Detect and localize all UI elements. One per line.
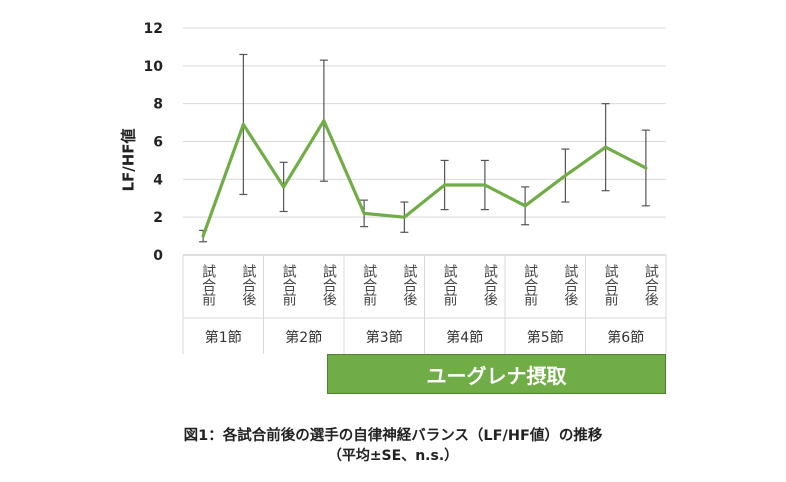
data-point bbox=[604, 145, 608, 149]
data-point bbox=[563, 173, 567, 178]
y-tick-label: 4 bbox=[153, 172, 163, 188]
group-label: 第2節 bbox=[285, 329, 322, 346]
x-tick-label: 試合前 bbox=[361, 264, 377, 307]
x-tick-label: 試合後 bbox=[321, 264, 337, 306]
data-point bbox=[322, 119, 326, 123]
x-tick-label: 試合前 bbox=[442, 264, 458, 307]
x-tick-label: 試合前 bbox=[603, 264, 619, 307]
y-axis-label-wrap: LF/HF値 bbox=[108, 128, 148, 191]
figure-caption-sub: （平均±SE、n.s.） bbox=[327, 448, 459, 464]
group-label: 第6節 bbox=[607, 329, 644, 346]
group-label: 第5節 bbox=[527, 329, 564, 346]
x-tick-label: 試合後 bbox=[482, 264, 498, 306]
y-tick-label: 12 bbox=[144, 21, 163, 37]
x-tick-label: 試合前 bbox=[522, 264, 538, 307]
data-point bbox=[282, 185, 286, 189]
x-tick-label: 試合前 bbox=[281, 264, 297, 307]
data-point bbox=[362, 211, 366, 215]
x-tick-label: 試合後 bbox=[562, 264, 578, 306]
gridlines bbox=[183, 27, 666, 256]
figure-caption: 図1：各試合前後の選手の自律神経バランス（LF/HF値）の推移 bbox=[183, 428, 603, 444]
data-point bbox=[644, 166, 648, 170]
x-tick-label: 試合後 bbox=[401, 264, 417, 306]
y-tick-label: 2 bbox=[153, 210, 163, 226]
error-bars bbox=[199, 53, 650, 243]
y-axis-ticks: 0 2 4 6 8 10 12 bbox=[144, 21, 164, 264]
series-line bbox=[201, 119, 648, 238]
data-point bbox=[402, 215, 406, 219]
x-tick-label: 試合後 bbox=[240, 264, 256, 306]
series-polyline bbox=[201, 119, 647, 237]
line-chart: 0 2 4 6 8 10 12 試合前 試合後 試合前 試合後 試合前 試合後 試合前 試合後 試合前 試合後… bbox=[144, 21, 667, 354]
data-point bbox=[443, 183, 447, 187]
group-label: 第1節 bbox=[205, 329, 242, 346]
group-label: 第3節 bbox=[366, 329, 403, 346]
data-point bbox=[201, 234, 205, 238]
x-tick-label: 試合後 bbox=[643, 264, 659, 306]
group-label: 第4節 bbox=[446, 329, 483, 346]
y-tick-label: 8 bbox=[153, 97, 163, 113]
y-axis-label: LF/HF値 bbox=[119, 128, 138, 192]
data-point bbox=[523, 204, 527, 208]
x-tick-label: 試合前 bbox=[200, 264, 216, 307]
euglena-intake-banner: ユーグレナ摂取 bbox=[327, 354, 666, 394]
y-tick-label: 0 bbox=[153, 248, 163, 264]
data-point bbox=[483, 183, 487, 187]
y-tick-label: 6 bbox=[153, 135, 163, 151]
data-point bbox=[241, 122, 245, 127]
y-tick-label: 10 bbox=[144, 59, 164, 75]
